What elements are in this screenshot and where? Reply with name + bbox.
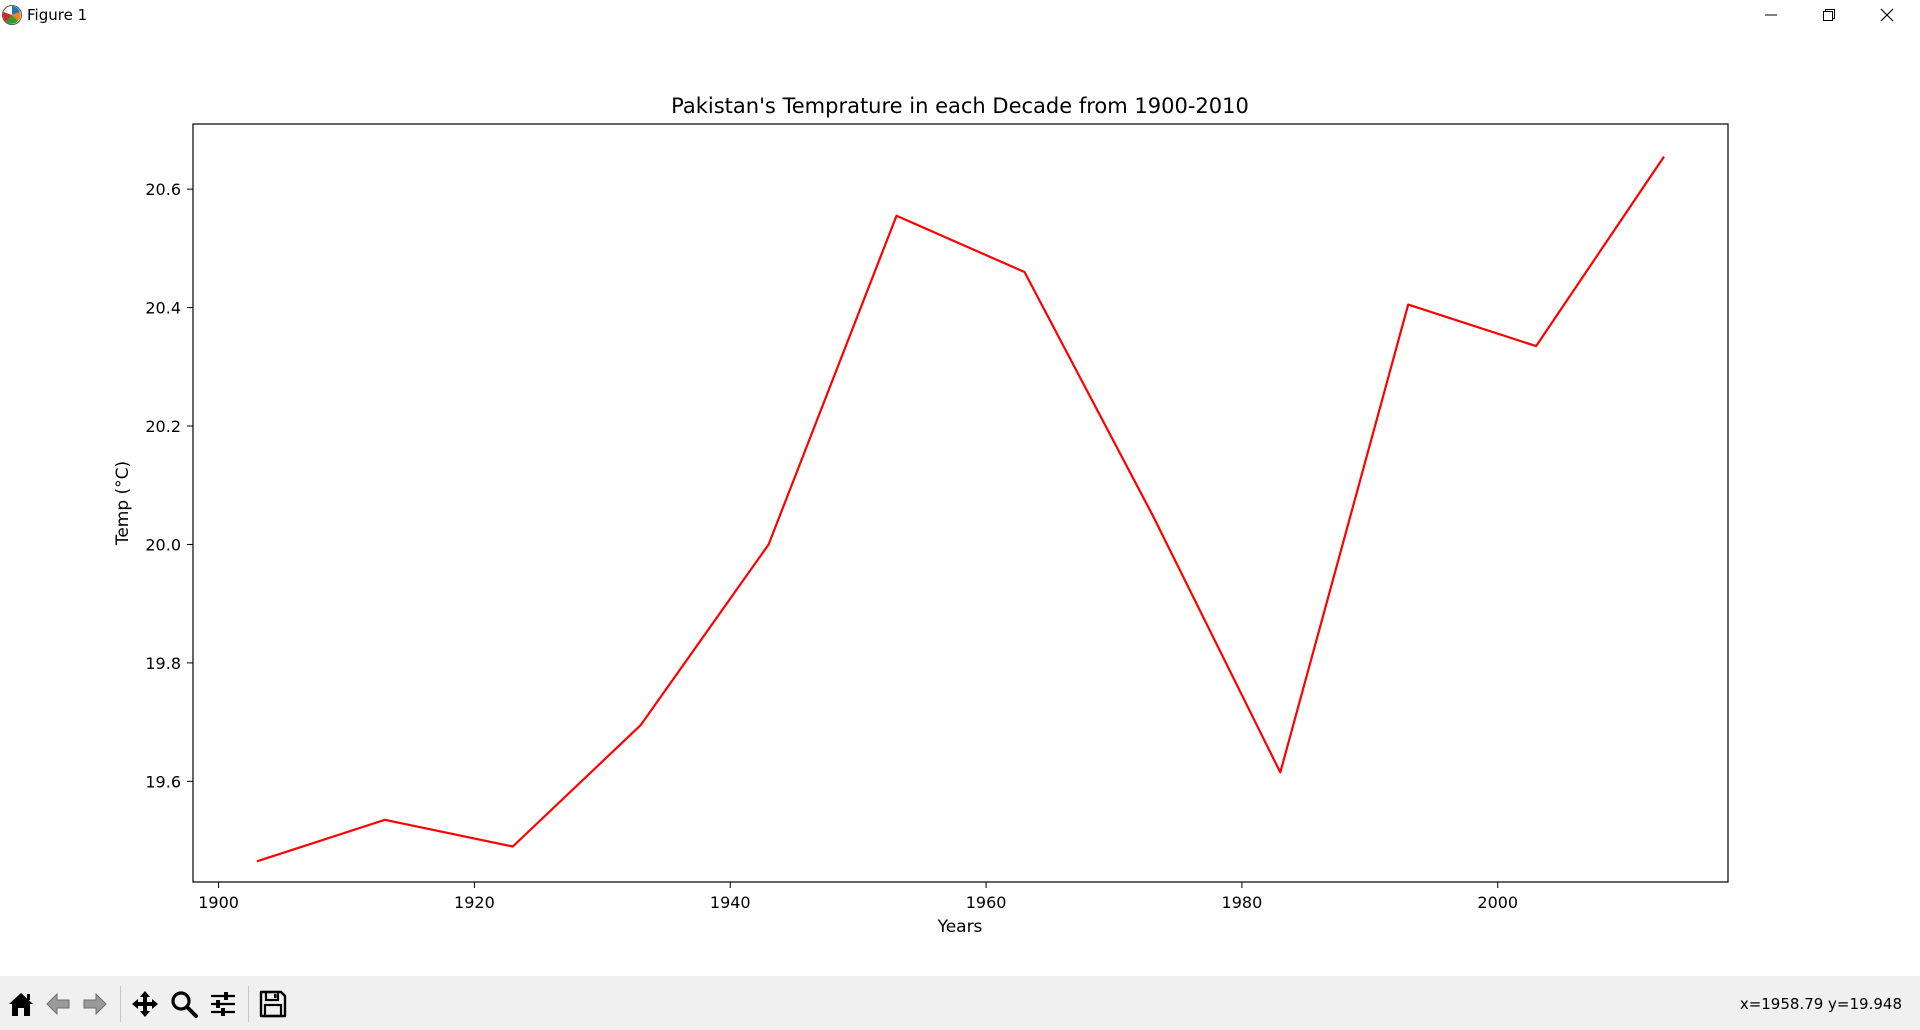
restore-icon: [1823, 9, 1835, 21]
y-tick-label: 19.6: [145, 772, 181, 791]
matplotlib-icon: [2, 5, 22, 25]
zoom-button[interactable]: [166, 986, 202, 1022]
minimize-button[interactable]: [1742, 0, 1800, 30]
close-icon: [1880, 8, 1894, 22]
series-line: [256, 155, 1665, 863]
window-title: Figure 1: [27, 6, 88, 24]
y-tick-label: 20.6: [145, 180, 181, 199]
save-button[interactable]: [255, 986, 291, 1022]
pan-icon: [132, 991, 158, 1017]
configure-subplots-button[interactable]: [205, 986, 241, 1022]
x-tick-label: 2000: [1477, 893, 1518, 912]
home-icon: [9, 993, 33, 1016]
plot-frame: [192, 123, 1729, 883]
zoom-icon: [171, 991, 198, 1018]
y-tick-label: 20.4: [145, 299, 181, 318]
x-tick-label: 1920: [454, 893, 495, 912]
window-titlebar: Figure 1: [0, 0, 1920, 30]
toolbar-separator: [248, 986, 249, 1022]
navigation-toolbar: x=1958.79 y=19.948: [0, 976, 1920, 1030]
y-tick-label: 19.8: [145, 654, 181, 673]
back-arrow-icon: [46, 992, 70, 1016]
restore-button[interactable]: [1800, 0, 1858, 30]
y-axis-label: Temp (°C): [113, 461, 133, 546]
x-axis-label: Years: [937, 917, 983, 937]
toolbar-separator: [120, 986, 121, 1022]
x-tick-label: 1940: [710, 893, 751, 912]
x-tick-label: 1960: [966, 893, 1007, 912]
line-chart[interactable]: Pakistan's Temprature in each Decade fro…: [0, 30, 1920, 976]
pan-button[interactable]: [127, 986, 163, 1022]
close-button[interactable]: [1858, 0, 1916, 30]
figure-canvas[interactable]: Pakistan's Temprature in each Decade fro…: [0, 30, 1920, 976]
back-button[interactable]: [40, 986, 76, 1022]
forward-button[interactable]: [77, 986, 113, 1022]
minimize-icon: [1765, 14, 1777, 16]
x-tick-label: 1980: [1222, 893, 1263, 912]
chart-title: Pakistan's Temprature in each Decade fro…: [671, 94, 1249, 118]
x-tick-label: 1900: [198, 893, 239, 912]
configure-subplots-icon: [211, 992, 235, 1016]
home-button[interactable]: [3, 986, 39, 1022]
cursor-coordinates: x=1958.79 y=19.948: [1739, 995, 1902, 1013]
forward-arrow-icon: [83, 992, 107, 1016]
save-icon: [259, 990, 287, 1018]
axis-ticks: 1900 1920 1940 1960 1980 2000 19.6 19.8 20.0 20.2…: [145, 180, 1518, 912]
y-tick-label: 20.2: [145, 417, 181, 436]
y-tick-label: 20.0: [145, 535, 181, 554]
